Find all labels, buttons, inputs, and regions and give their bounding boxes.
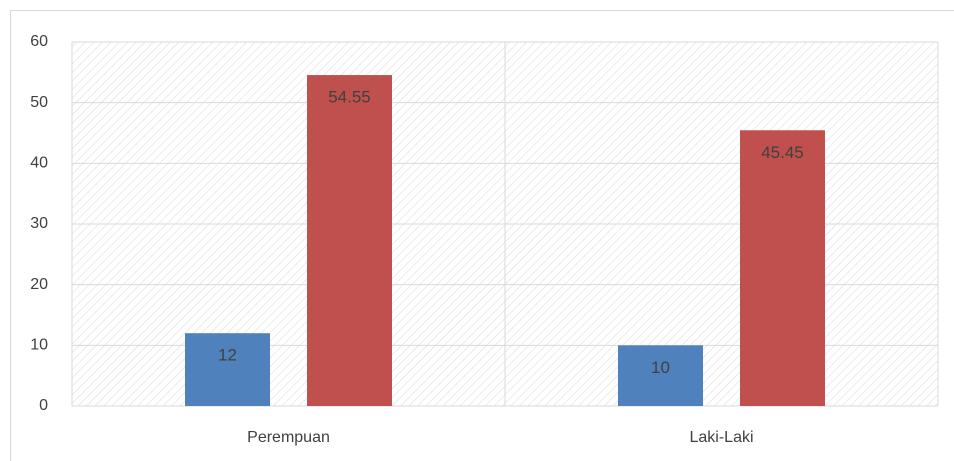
y-tick-label: 30	[30, 215, 48, 232]
data-label: 10	[651, 358, 670, 377]
data-label: 45.45	[761, 143, 804, 162]
y-tick-label: 10	[30, 337, 48, 354]
y-tick-label: 40	[30, 155, 48, 172]
bar	[185, 333, 270, 406]
x-tick-label: Perempuan	[247, 429, 330, 446]
y-tick-label: 60	[30, 33, 48, 50]
data-label: 12	[218, 346, 237, 365]
bar	[740, 130, 825, 406]
y-tick-label: 0	[39, 397, 48, 414]
chart-border	[10, 10, 954, 461]
y-tick-label: 20	[30, 276, 48, 293]
y-tick-label: 50	[30, 94, 48, 111]
x-tick-label: Laki-Laki	[689, 429, 753, 446]
bar	[307, 75, 392, 407]
bar	[618, 345, 703, 406]
data-label: 54.55	[328, 88, 371, 107]
